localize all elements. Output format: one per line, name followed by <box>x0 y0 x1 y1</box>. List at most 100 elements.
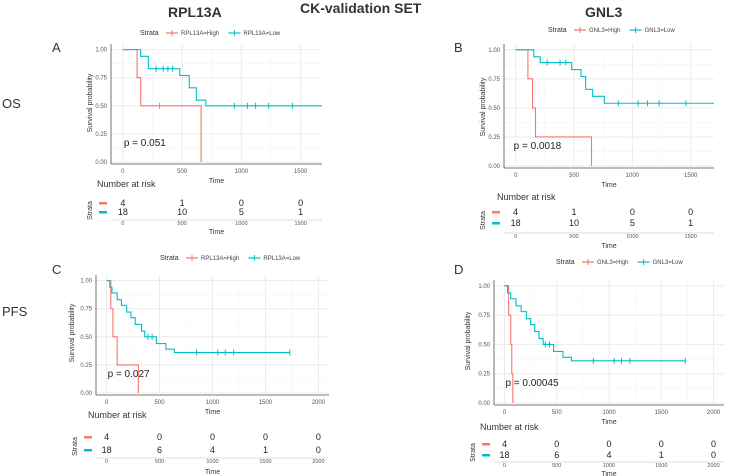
risk-table-key-high-c <box>84 436 92 439</box>
y-tick-label-a: 0.25 <box>95 132 107 138</box>
x-tick-label-c: 1000 <box>206 400 220 406</box>
risk-count-low-d: 1 <box>659 450 664 460</box>
risk-table-tick-d: 500 <box>552 463 561 469</box>
y-tick-label-c: 0.75 <box>80 307 92 313</box>
x-tick-label-d: 500 <box>552 410 563 416</box>
y-tick-label-b: 0.50 <box>488 106 500 112</box>
risk-table-tick-b: 500 <box>569 234 578 240</box>
risk-table-strata-label-c: Strata <box>72 437 79 456</box>
risk-table-tick-c: 1000 <box>206 459 218 465</box>
risk-count-high-a: 1 <box>180 198 185 208</box>
legend-label-low-a: RPL13A=Low <box>243 31 281 37</box>
x-tick-label-b: 1500 <box>684 173 698 179</box>
p-value-d: p = 0.00045 <box>505 378 559 389</box>
risk-table-tick-a: 500 <box>178 221 187 227</box>
y-tick-label-d: 0.50 <box>478 342 490 348</box>
risk-table-title-a: Number at risk <box>97 179 156 189</box>
risk-table-strata-label-b: Strata <box>480 211 487 230</box>
risk-count-high-d: 0 <box>554 439 559 449</box>
risk-table-key-high-b <box>492 211 500 214</box>
x-tick-label-a: 500 <box>177 169 188 175</box>
risk-count-high-c: 0 <box>210 432 215 442</box>
risk-table-tick-d: 1000 <box>603 463 615 469</box>
y-axis-title-d: Survival probability <box>465 311 472 370</box>
x-tick-label-c: 0 <box>105 400 109 406</box>
risk-table-tick-b: 0 <box>514 234 517 240</box>
x-tick-label-d: 1000 <box>602 410 616 416</box>
risk-table-tick-d: 1500 <box>655 463 667 469</box>
risk-count-high-a: 0 <box>298 198 303 208</box>
risk-count-high-b: 0 <box>630 207 635 217</box>
risk-count-low-a: 18 <box>118 207 128 217</box>
gene-label-rpl13a: RPL13A <box>168 4 222 20</box>
risk-table-tick-a: 1500 <box>295 221 307 227</box>
km-curve-low-c <box>106 280 290 354</box>
figure-title: CK-validation SET <box>300 0 422 16</box>
risk-table-strata-label-d: Strata <box>470 443 477 462</box>
y-axis-title-c: Survival probability <box>69 303 76 362</box>
y-tick-label-b: 0.75 <box>488 77 500 83</box>
y-tick-label-c: 0.00 <box>80 391 92 397</box>
gene-label-gnl3: GNL3 <box>585 4 623 20</box>
risk-table-tick-d: 0 <box>503 463 506 469</box>
x-tick-label-a: 0 <box>121 169 125 175</box>
x-tick-label-b: 500 <box>569 173 580 179</box>
y-tick-label-a: 1.00 <box>95 48 107 54</box>
risk-table-key-high-d <box>482 443 490 446</box>
km-curve-low-a <box>122 49 322 107</box>
y-tick-label-b: 0.25 <box>488 135 500 141</box>
risk-count-low-b: 10 <box>569 218 579 228</box>
risk-table-tick-a: 1000 <box>235 221 247 227</box>
risk-count-high-b: 1 <box>571 207 576 217</box>
km-curve-low-b <box>515 49 714 104</box>
risk-count-low-c: 1 <box>263 445 268 455</box>
y-tick-label-a: 0.50 <box>95 104 107 110</box>
risk-table-title-c: Number at risk <box>88 410 147 420</box>
y-tick-label-d: 0.75 <box>478 313 490 319</box>
legend-title-a: Strata <box>140 30 159 37</box>
legend-label-high-a: RPL13A=High <box>181 31 219 37</box>
legend-label-high-c: RPL13A=High <box>201 256 239 262</box>
risk-table-tick-b: 1000 <box>626 234 638 240</box>
risk-table-tick-d: 2000 <box>707 463 719 469</box>
risk-table-xlabel-c: Time <box>205 469 220 476</box>
km-curve-high-c <box>106 280 139 393</box>
panel-label-b: B <box>454 40 463 55</box>
x-tick-label-d: 0 <box>503 410 507 416</box>
risk-table-tick-c: 0 <box>105 459 108 465</box>
legend-label-high-b: GNL3=High <box>589 28 621 34</box>
y-axis-title-a: Survival probability <box>87 73 94 132</box>
risk-table-xlabel-d: Time <box>601 471 616 476</box>
risk-count-high-d: 4 <box>502 439 507 449</box>
risk-count-high-c: 0 <box>263 432 268 442</box>
risk-count-high-d: 0 <box>711 439 716 449</box>
x-axis-title-d: Time <box>601 419 616 426</box>
risk-count-low-b: 18 <box>511 218 521 228</box>
y-tick-label-d: 0.00 <box>478 401 490 407</box>
km-curve-high-d <box>504 285 514 403</box>
x-tick-label-a: 1500 <box>294 169 308 175</box>
risk-count-low-c: 4 <box>210 445 215 455</box>
risk-count-high-b: 4 <box>513 207 518 217</box>
x-tick-label-c: 1500 <box>259 400 273 406</box>
legend-label-low-d: GNL3=Low <box>653 260 684 266</box>
x-tick-label-c: 2000 <box>312 400 326 406</box>
risk-count-high-c: 0 <box>316 432 321 442</box>
risk-table-key-low-a <box>99 211 107 214</box>
p-value-c: p = 0.027 <box>108 369 150 380</box>
panel-label-c: C <box>52 262 62 277</box>
y-axis-title-b: Survival probability <box>480 77 487 136</box>
x-tick-label-a: 1000 <box>235 169 249 175</box>
risk-count-low-b: 1 <box>688 218 693 228</box>
x-tick-label-c: 500 <box>155 400 166 406</box>
legend-title-c: Strata <box>160 255 179 262</box>
y-tick-label-c: 0.25 <box>80 363 92 369</box>
y-tick-label-d: 1.00 <box>478 284 490 290</box>
x-tick-label-b: 0 <box>514 173 518 179</box>
risk-table-key-high-a <box>99 202 107 205</box>
y-tick-label-b: 0.00 <box>488 164 500 170</box>
km-curve-low-d <box>504 285 686 362</box>
y-tick-label-a: 0.00 <box>95 160 107 166</box>
risk-count-low-a: 1 <box>298 207 303 217</box>
